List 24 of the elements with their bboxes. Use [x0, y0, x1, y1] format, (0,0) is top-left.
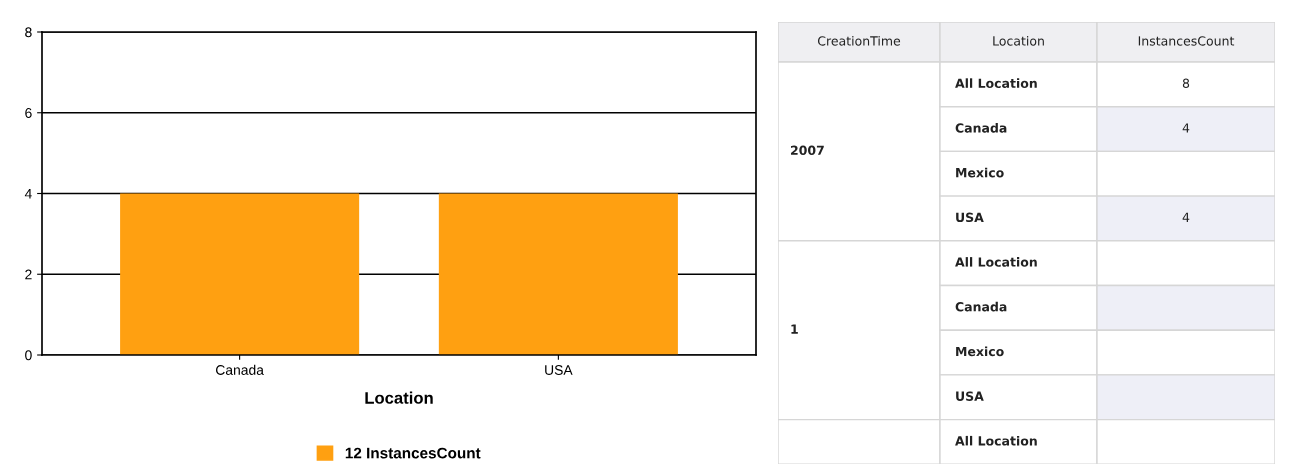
- text: Mexico: [956, 346, 1004, 357]
- y-tick-label: 0: [25, 350, 32, 361]
- text: Canada: [955, 123, 1007, 133]
- text: 4: [1182, 212, 1190, 222]
- text: All Location: [955, 257, 1037, 267]
- x-axis-title: Location: [365, 391, 433, 404]
- text: USA: [956, 391, 984, 401]
- text: 8: [1182, 78, 1190, 88]
- y-tick-label: 4: [24, 188, 32, 199]
- text: 2007: [790, 145, 824, 156]
- text: 1: [791, 324, 798, 334]
- text: 4: [1182, 123, 1190, 133]
- legend-label: 12 InstancesCount: [345, 447, 481, 459]
- category-label: Location: [993, 35, 1044, 46]
- y-tick-label: 2: [25, 269, 32, 280]
- text: Mexico: [956, 167, 1004, 178]
- text: All Location: [955, 435, 1037, 446]
- y-tick-label: 8: [25, 27, 32, 38]
- y-tick-label: 6: [25, 108, 32, 118]
- text: USA: [956, 212, 984, 223]
- text: Canada: [955, 301, 1007, 312]
- category-label: CreationTime: [817, 35, 901, 46]
- text: All Location: [955, 78, 1037, 88]
- category-label: InstancesCount: [1138, 36, 1235, 46]
